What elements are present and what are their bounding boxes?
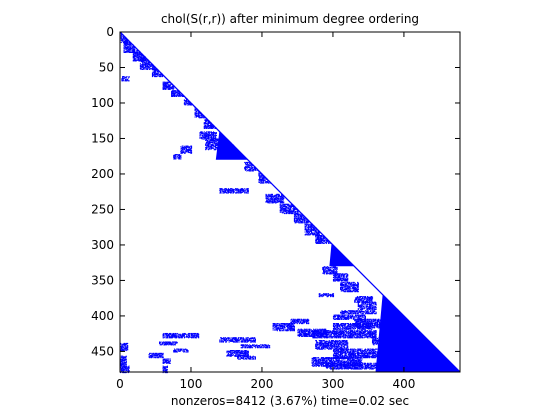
- x-tick-label: 400: [392, 377, 415, 391]
- chart-title: chol(S(r,r)) after minimum degree orderi…: [161, 12, 419, 26]
- y-tick-label: 300: [91, 238, 114, 252]
- y-tick-label: 250: [91, 202, 114, 216]
- fill-triangle-1: [329, 243, 355, 267]
- x-tick-label: 0: [116, 377, 124, 391]
- fill-block-43: [237, 355, 256, 360]
- fill-block-39: [240, 344, 271, 349]
- fill-block-46: [332, 348, 384, 359]
- fill-block-26: [340, 281, 359, 293]
- x-tick-label: 300: [321, 377, 344, 391]
- fill-block-35: [311, 330, 377, 339]
- y-tick-label: 100: [91, 96, 114, 110]
- fill-block-42: [148, 352, 164, 359]
- fill-block-21: [293, 213, 310, 224]
- fill-block-19: [265, 193, 285, 204]
- fill-block-12: [173, 154, 182, 160]
- fill-block-49: [120, 342, 129, 352]
- fill-block-4: [151, 66, 164, 78]
- fill-block-15: [219, 138, 235, 160]
- fill-block-13: [199, 131, 217, 140]
- y-ticks: 0 50 100 150 200 250 300 350 400 450: [91, 25, 460, 358]
- fill-block-11: [180, 145, 193, 154]
- x-ticks: 0 100 200 300 400: [116, 32, 415, 391]
- fill-block-44: [162, 358, 171, 364]
- fill-block-17: [258, 171, 272, 184]
- fill-triangle-2: [375, 294, 460, 372]
- fill-block-6: [162, 81, 175, 90]
- x-tick-label: 100: [180, 377, 203, 391]
- y-tick-label: 350: [91, 273, 114, 287]
- fill-block-2: [132, 49, 146, 62]
- fill-block-30: [340, 310, 377, 315]
- fill-block-36: [162, 332, 200, 339]
- fill-block-22: [304, 223, 320, 236]
- fill-block-20: [279, 203, 299, 215]
- y-tick-label: 400: [91, 309, 114, 323]
- fill-block-25: [332, 273, 349, 282]
- fill-block-41: [226, 349, 249, 357]
- fill-block-5: [121, 76, 130, 82]
- y-tick-label: 50: [99, 60, 114, 74]
- fill-block-27: [318, 293, 335, 298]
- y-tick-label: 450: [91, 344, 114, 358]
- fill-block-55: [371, 337, 402, 346]
- fill-block-16: [244, 161, 260, 172]
- fill-block-40: [173, 348, 189, 353]
- axes-frame: [119, 31, 461, 373]
- fill-block-1: [123, 40, 136, 53]
- fill-block-14: [205, 138, 221, 151]
- fill-block-3: [139, 54, 156, 71]
- fill-block-51: [120, 365, 130, 374]
- fill-block-32: [290, 318, 310, 325]
- fill-block-8: [183, 98, 194, 106]
- fill-block-38: [159, 341, 178, 346]
- y-tick-label: 150: [91, 131, 114, 145]
- x-tick-label: 200: [251, 377, 274, 391]
- y-tick-label: 0: [106, 25, 114, 39]
- fill-block-23: [315, 235, 331, 244]
- fill-block-10: [203, 118, 217, 129]
- fill-block-24: [322, 266, 338, 275]
- x-axis-label: nonzeros=8412 (3.67%) time=0.02 sec: [171, 394, 409, 408]
- fill-block-53: [272, 323, 296, 332]
- fill-block-9: [194, 106, 207, 119]
- fill-block-18: [219, 188, 249, 194]
- fill-block-7: [171, 90, 185, 97]
- y-tick-label: 200: [91, 167, 114, 181]
- fill-block-37: [219, 337, 256, 343]
- fill-block-31: [332, 314, 366, 320]
- fill-block-29: [357, 301, 377, 310]
- fill-block-50: [120, 355, 127, 367]
- nonzero-marks: [119, 31, 461, 374]
- fill-block-52: [162, 365, 168, 374]
- fill-block-48: [325, 362, 391, 370]
- fill-block-54: [354, 318, 391, 329]
